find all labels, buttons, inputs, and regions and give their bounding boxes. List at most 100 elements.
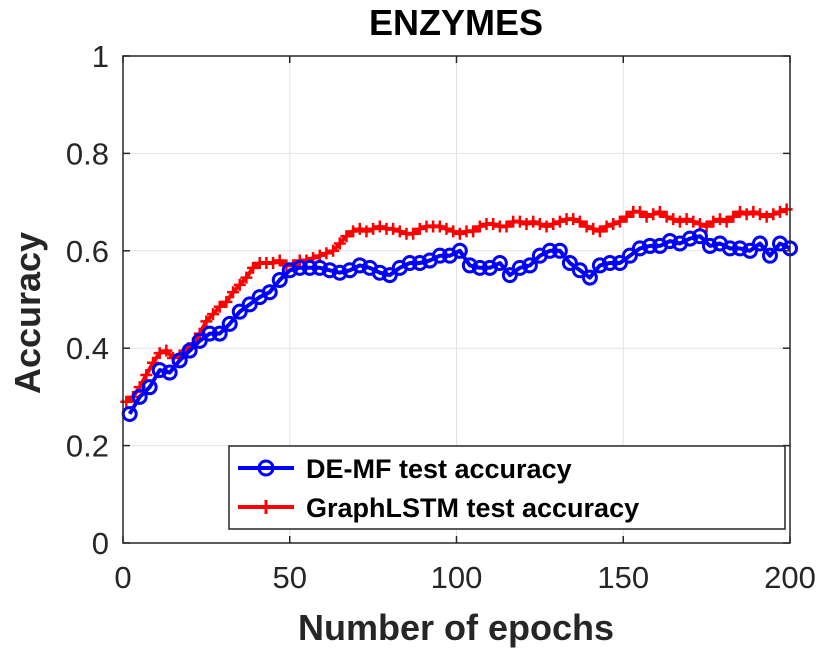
data-point-de-mf [511,259,528,276]
data-point-graphlstm [527,215,540,228]
y-tick-label: 0.6 [66,234,109,269]
data-point-graphlstm [740,208,753,221]
data-point-graphlstm [747,205,760,218]
data-point-de-mf [741,242,758,259]
series-layer [120,203,798,422]
series-graphlstm [120,203,793,408]
data-point-de-mf [301,259,318,276]
legend-box [228,445,786,530]
y-tick-label: 0.8 [66,136,109,171]
y-axis-label: Accuracy [7,232,48,394]
data-point-de-mf [141,379,158,396]
data-point-de-mf [661,233,678,250]
data-point-de-mf [641,237,658,254]
data-point-graphlstm [733,205,746,218]
data-point-graphlstm [233,278,246,291]
legend-label-graphlstm: GraphLSTM test accuracy [306,493,639,523]
data-point-de-mf [151,362,168,379]
data-point-de-mf [451,242,468,259]
data-point-graphlstm [587,222,600,235]
legend-marker-de-mf [257,459,275,477]
x-tick-label: 100 [431,560,483,595]
data-point-de-mf [551,242,568,259]
data-point-graphlstm [707,215,720,228]
data-point-de-mf [681,230,698,247]
data-point-graphlstm [487,218,500,231]
data-point-graphlstm [500,220,513,233]
data-point-graphlstm [160,344,173,357]
data-point-graphlstm [407,227,420,240]
data-point-de-mf [351,257,368,274]
ticks: 0 50 100 150 200 0 0.2 0.4 0.6 0.8 1 [66,39,816,595]
data-point-de-mf [601,254,618,271]
data-point-graphlstm [667,213,680,226]
data-point-graphlstm [693,218,706,231]
data-point-de-mf [241,296,258,313]
data-point-graphlstm [413,222,426,235]
data-point-graphlstm [573,215,586,228]
data-point-de-mf [171,352,188,369]
data-point-graphlstm [340,230,353,243]
data-point-de-mf [221,315,238,332]
data-point-graphlstm [540,220,553,233]
data-point-de-mf [331,264,348,281]
data-point-graphlstm [473,220,486,233]
data-point-de-mf [571,262,588,279]
data-point-graphlstm [760,210,773,223]
data-point-graphlstm [373,220,386,233]
data-point-graphlstm [447,225,460,238]
data-point-graphlstm [360,225,373,238]
data-point-graphlstm [553,215,566,228]
data-point-de-mf [461,257,478,274]
x-tick-label: 200 [764,560,816,595]
data-point-graphlstm [593,225,606,238]
legend-item-de-mf: DE-MF test accuracy [238,454,572,484]
data-point-graphlstm [773,205,786,218]
data-point-graphlstm [720,215,733,228]
data-point-graphlstm [520,218,533,231]
data-point-graphlstm [353,222,366,235]
data-point-graphlstm [700,220,713,233]
data-point-de-mf [131,388,148,405]
x-tick-label: 0 [114,560,131,595]
legend-label-de-mf: DE-MF test accuracy [306,454,572,484]
data-point-graphlstm [600,220,613,233]
y-tick-label: 0.2 [66,429,109,464]
data-point-graphlstm [367,222,380,235]
data-point-de-mf [761,247,778,264]
data-point-de-mf [431,247,448,264]
data-point-graphlstm [620,210,633,223]
data-point-de-mf [591,257,608,274]
data-point-de-mf [501,267,518,284]
data-point-de-mf [611,254,628,271]
data-point-graphlstm [313,249,326,262]
data-point-graphlstm [713,213,726,226]
data-point-de-mf [371,264,388,281]
data-point-de-mf [411,254,428,271]
data-point-de-mf [541,242,558,259]
data-point-de-mf [231,303,248,320]
legend: DE-MF test accuracy GraphLSTM test accur… [228,445,786,530]
data-point-de-mf [721,240,738,257]
data-point-graphlstm [387,222,400,235]
data-point-graphlstm [647,208,660,221]
data-point-graphlstm [680,213,693,226]
x-tick-label: 150 [597,560,649,595]
data-point-graphlstm [347,225,360,238]
y-tick-label: 1 [92,39,109,74]
data-point-graphlstm [213,300,226,313]
data-point-de-mf [521,257,538,274]
data-point-de-mf [161,364,178,381]
data-point-de-mf [211,325,228,342]
data-point-graphlstm [320,247,333,260]
data-point-graphlstm [453,227,466,240]
data-point-de-mf [381,267,398,284]
data-point-graphlstm [200,315,213,328]
data-point-de-mf [261,284,278,301]
data-point-graphlstm [207,308,220,321]
data-point-graphlstm [727,210,740,223]
series-de-mf [121,228,798,422]
x-tick-label: 50 [273,560,307,595]
data-point-de-mf [491,254,508,271]
